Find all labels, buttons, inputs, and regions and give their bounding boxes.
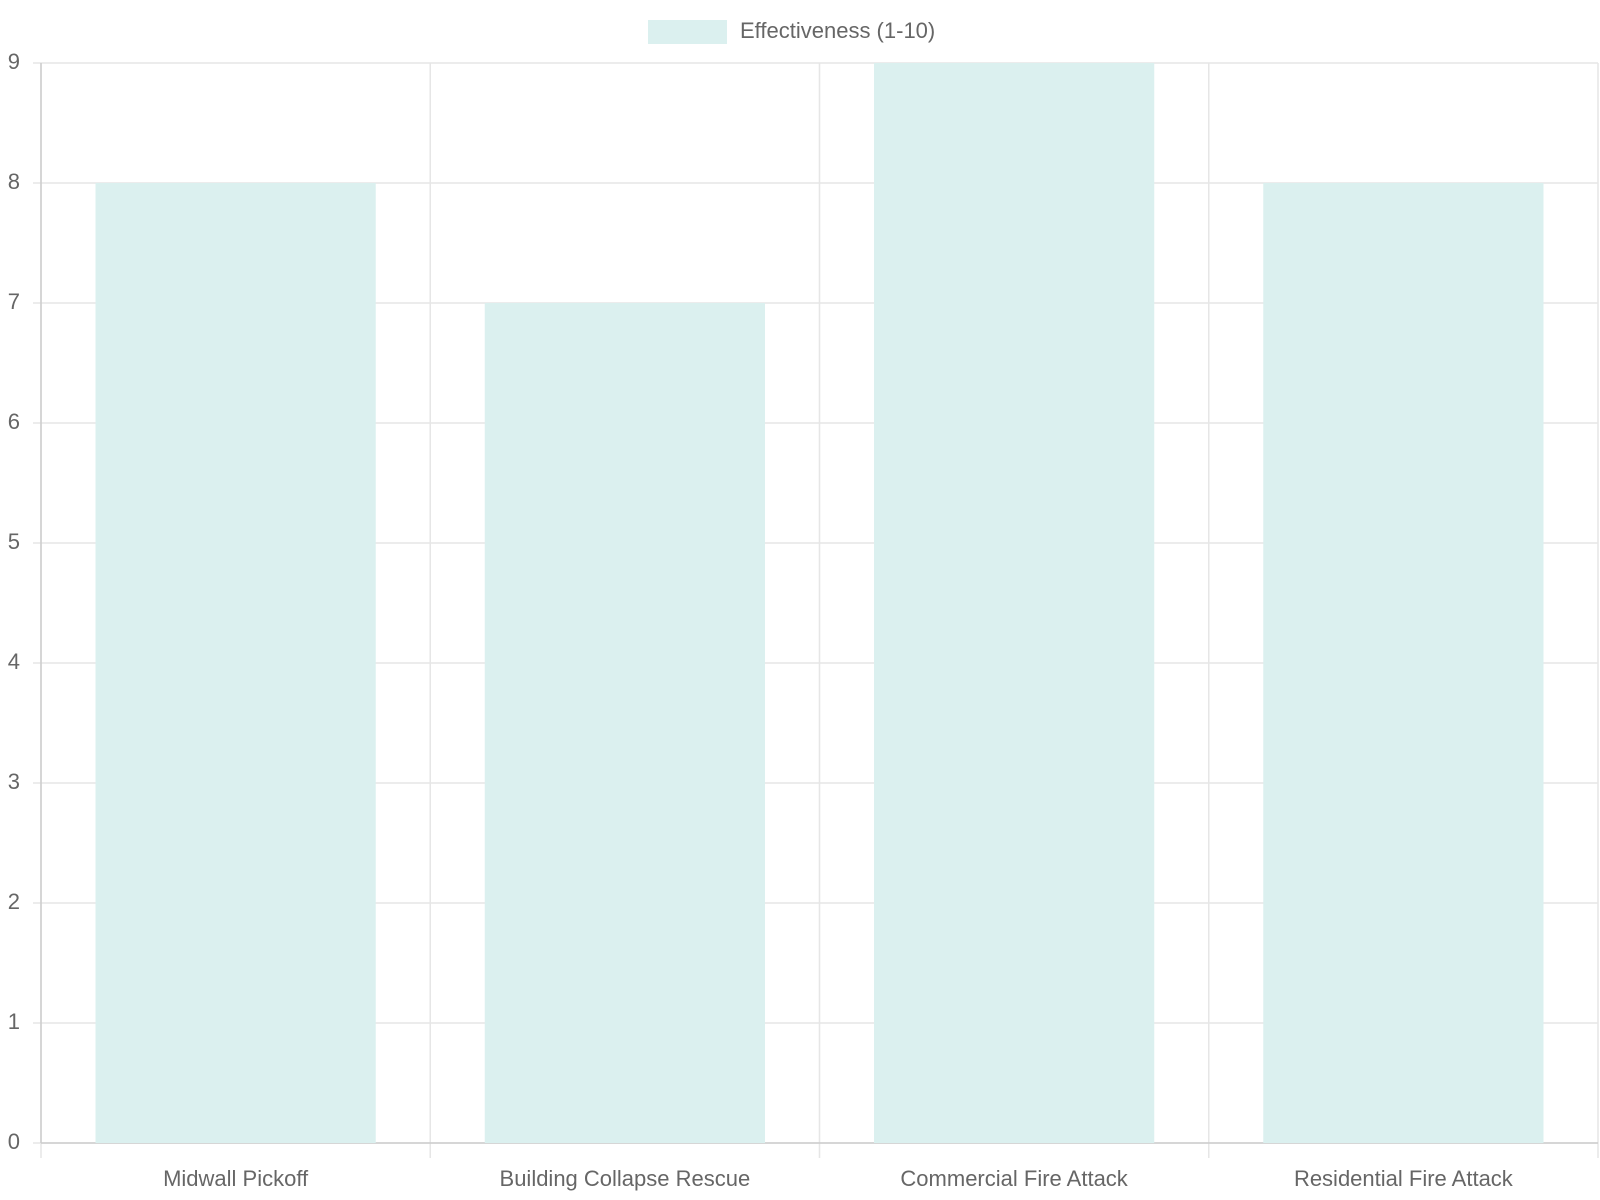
legend-label: Effectiveness (1-10): [740, 18, 935, 43]
y-tick-label: 5: [8, 529, 20, 554]
bar: [484, 303, 766, 1143]
bar: [873, 63, 1155, 1143]
legend-swatch: [648, 20, 727, 44]
y-tick-label: 6: [8, 409, 20, 434]
y-tick-label: 4: [8, 649, 20, 674]
y-tick-label: 8: [8, 169, 20, 194]
bar: [1263, 183, 1544, 1143]
y-tick-label: 7: [8, 289, 20, 314]
x-tick-label: Residential Fire Attack: [1294, 1166, 1514, 1191]
bar: [95, 183, 376, 1143]
y-tick-label: 9: [8, 49, 20, 74]
y-tick-label: 0: [8, 1129, 20, 1154]
y-tick-label: 1: [8, 1009, 20, 1034]
x-tick-label: Building Collapse Rescue: [500, 1166, 751, 1191]
x-tick-label: Commercial Fire Attack: [900, 1166, 1128, 1191]
y-tick-label: 3: [8, 769, 20, 794]
y-tick-label: 2: [8, 889, 20, 914]
x-tick-label: Midwall Pickoff: [163, 1166, 309, 1191]
